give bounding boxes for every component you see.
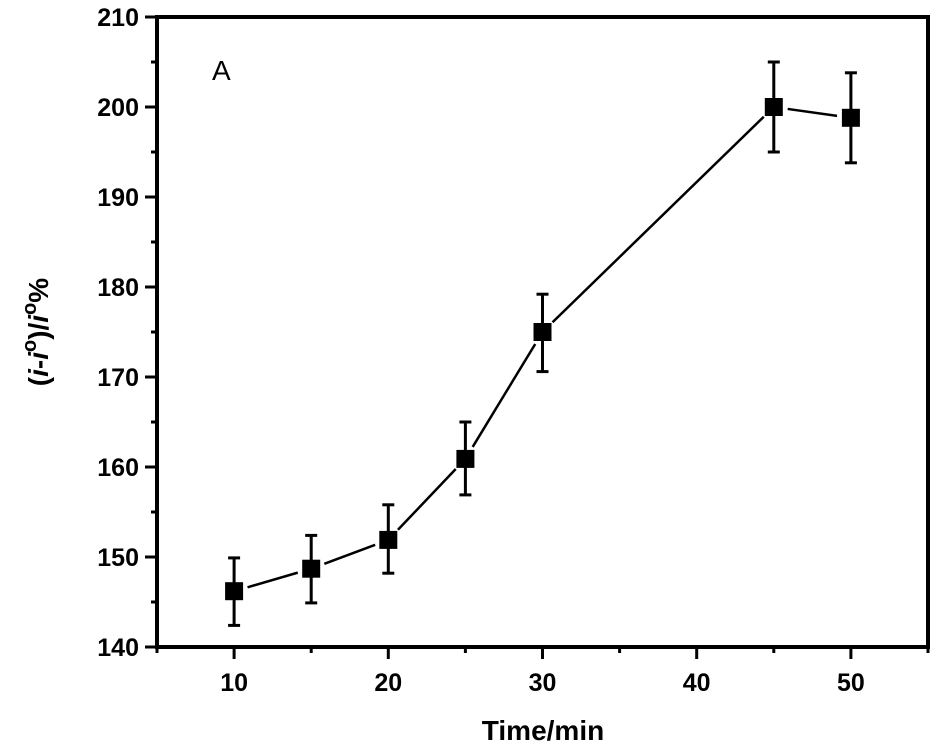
data-point-marker — [302, 559, 321, 578]
y-axis-title: (i-io)/io% — [19, 278, 54, 387]
series-line-segment — [787, 107, 838, 118]
svg-text:(i-io)/io%: (i-io)/io% — [19, 278, 54, 387]
y-tick-label: 140 — [97, 634, 139, 662]
x-axis-title: Time/min — [482, 715, 604, 746]
y-tick-label: 170 — [97, 364, 139, 392]
axis-ticks: 140 150 160 170 180 190 200 210 10 20 30 40 50 — [97, 4, 930, 697]
data-point-marker — [764, 98, 783, 116]
series-line-segment — [471, 343, 537, 448]
data-point-marker — [841, 108, 860, 127]
data-point-marker — [379, 530, 398, 549]
y-tick-label: 150 — [97, 544, 139, 572]
x-tick-label: 10 — [220, 669, 248, 697]
x-tick-label: 30 — [529, 669, 557, 697]
series-line-segment — [247, 571, 299, 589]
y-tick-label: 160 — [97, 454, 139, 482]
y-tick-label: 210 — [97, 4, 139, 32]
y-tick-label: 180 — [97, 274, 139, 302]
data-point-marker — [533, 323, 552, 341]
data-series — [225, 60, 860, 627]
x-tick-label: 20 — [374, 669, 402, 697]
x-tick-label: 40 — [683, 669, 711, 697]
series-line-segment — [397, 468, 457, 531]
data-point-marker — [225, 582, 244, 601]
panel-label: A — [212, 55, 231, 86]
x-tick-label: 50 — [837, 669, 865, 697]
y-tick-label: 190 — [97, 184, 139, 212]
y-tick-label: 200 — [97, 94, 139, 122]
data-point-marker — [456, 449, 475, 468]
series-line-segment — [323, 543, 376, 565]
series-line-segment — [551, 115, 765, 324]
